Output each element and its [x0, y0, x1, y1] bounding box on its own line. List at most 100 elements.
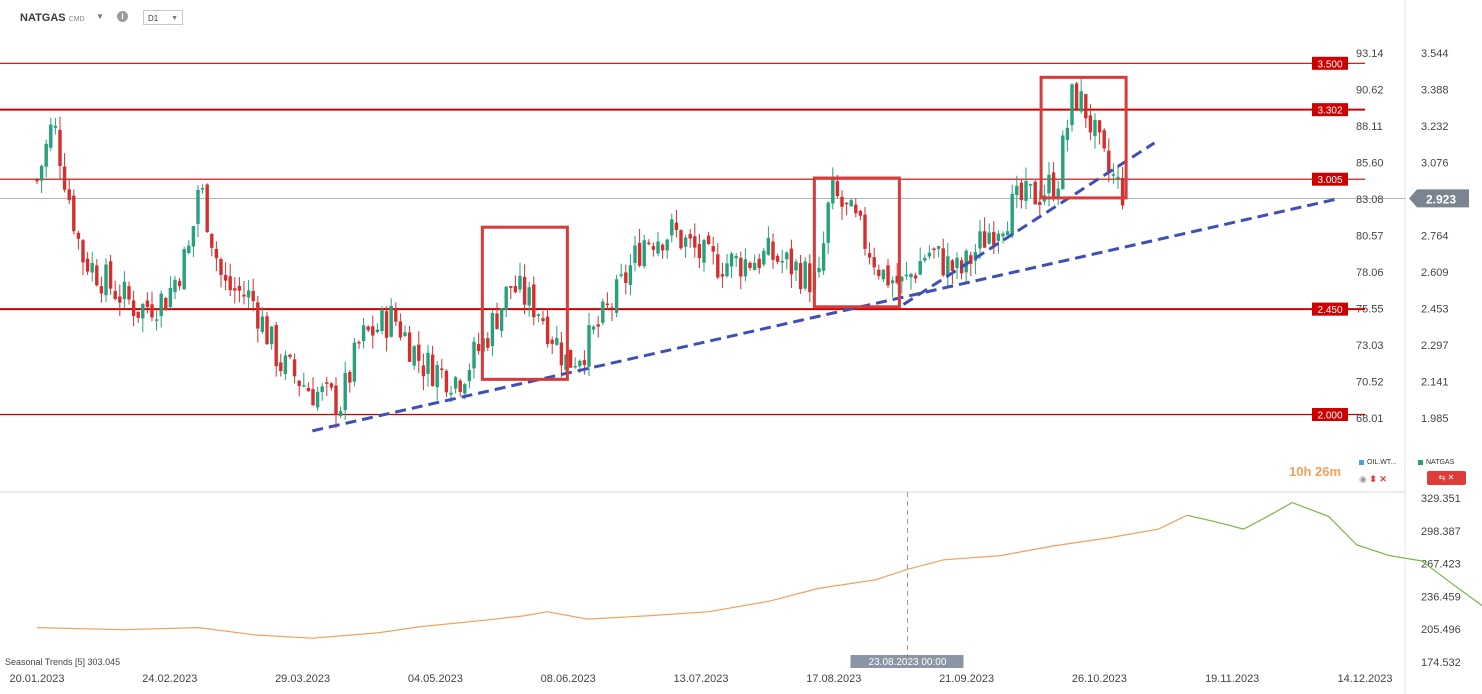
sub-axis-tick: 205.496: [1421, 624, 1461, 636]
candle-body: [274, 325, 278, 367]
candle-body: [752, 262, 757, 271]
candle-body: [1051, 172, 1056, 199]
candle-body: [821, 243, 826, 271]
candle-body: [67, 189, 71, 201]
candle-body: [513, 286, 518, 293]
candle-body: [196, 189, 200, 224]
chevron-down-icon: ▼: [171, 15, 178, 22]
level-label: 3.302: [1317, 106, 1342, 117]
candle-body: [315, 391, 320, 408]
candle-body: [219, 259, 223, 275]
candle-body: [95, 265, 99, 286]
candle-body: [518, 275, 522, 290]
candle-body: [610, 307, 614, 309]
right-axis-tick: 3.388: [1421, 85, 1449, 97]
compare-legend-natgas[interactable]: NATGAS: [1418, 459, 1454, 466]
compare-legend-oil[interactable]: OIL.WT...: [1359, 459, 1396, 466]
candle-body: [619, 274, 623, 276]
candle-body: [1116, 176, 1120, 179]
candle-body: [352, 342, 357, 382]
candle-body: [311, 389, 315, 406]
candle-body: [532, 284, 536, 318]
candle-body: [486, 338, 490, 348]
candle-body: [223, 274, 228, 281]
candle-body: [288, 354, 292, 357]
right-axis-tick: 2.297: [1421, 340, 1449, 352]
candle-body: [969, 255, 973, 264]
candle-body: [81, 240, 85, 263]
candle-body: [697, 244, 702, 259]
remove-compare-button[interactable]: ⇆ ✕: [1427, 471, 1466, 485]
candle-body: [251, 291, 255, 302]
candle-body: [716, 254, 720, 278]
candle-body: [1024, 180, 1028, 201]
candle-body: [108, 261, 113, 289]
candle-body: [624, 272, 628, 283]
level-label: 3.005: [1317, 175, 1342, 186]
candle-body: [909, 273, 913, 278]
candle-body: [964, 250, 968, 273]
symbol-dropdown-icon[interactable]: ▼: [96, 12, 104, 21]
candle-body: [164, 297, 168, 311]
candle-body: [840, 196, 844, 207]
candle-body: [591, 326, 596, 330]
candle-body: [739, 257, 743, 277]
info-icon[interactable]: i: [117, 11, 128, 22]
candle-body: [1001, 233, 1005, 237]
right-axis-tick: 1.985: [1421, 413, 1449, 425]
candle-body: [131, 300, 136, 316]
candle-body: [168, 287, 173, 308]
candle-body: [173, 279, 177, 293]
candle-body: [683, 237, 688, 247]
x-axis-tick: 04.05.2023: [408, 673, 463, 685]
x-axis-tick: 24.02.2023: [142, 673, 197, 685]
candle-body: [246, 290, 251, 298]
crosshair-date-tag: [850, 655, 964, 668]
candle-body: [76, 232, 81, 239]
candle-body: [582, 360, 587, 365]
seasonal-line-series-late: [1186, 501, 1482, 607]
symbol-name[interactable]: NATGAS CMD: [20, 12, 85, 24]
candle-body: [72, 195, 76, 232]
candle-body: [182, 249, 186, 290]
candle-body: [490, 313, 495, 346]
candle-body: [656, 241, 660, 254]
candle-body: [90, 262, 94, 273]
candle-body: [35, 179, 39, 182]
candle-body: [605, 303, 610, 306]
candle-body: [674, 222, 679, 231]
candle-body: [44, 143, 48, 167]
candle-body: [440, 368, 444, 370]
candle-body: [803, 261, 807, 289]
candle-body: [426, 352, 430, 374]
eye-icon[interactable]: ◉: [1359, 474, 1367, 484]
candle-body: [265, 316, 269, 345]
candle-body: [587, 325, 591, 367]
right-axis-tick: 3.544: [1421, 48, 1449, 60]
candle-body: [141, 304, 145, 319]
timeframe-select[interactable]: D1 ▼: [143, 10, 183, 25]
candle-body: [1056, 188, 1060, 198]
level-tag: [1312, 103, 1348, 117]
candle-body: [1061, 135, 1065, 189]
candle-body: [996, 233, 1001, 241]
candle-body: [1070, 84, 1074, 126]
candle-body: [1107, 150, 1111, 173]
candle-body: [757, 258, 761, 269]
candle-body: [509, 286, 513, 288]
candle-body: [633, 245, 637, 264]
candle-body: [361, 325, 366, 342]
candle-body: [775, 255, 780, 262]
candle-body: [49, 124, 53, 148]
compare-controls[interactable]: ◉ ⬍ ✕: [1359, 474, 1387, 485]
candle-body: [403, 332, 407, 337]
last-price-tag: [1409, 189, 1469, 208]
candle-body: [453, 377, 458, 389]
candle-body: [936, 246, 941, 249]
sub-axis-tick: 236.459: [1421, 591, 1461, 603]
candle-body: [476, 344, 481, 352]
left-axis-tick: 80.57: [1356, 231, 1384, 243]
candle-body: [578, 360, 582, 367]
candle-body: [1005, 231, 1010, 236]
